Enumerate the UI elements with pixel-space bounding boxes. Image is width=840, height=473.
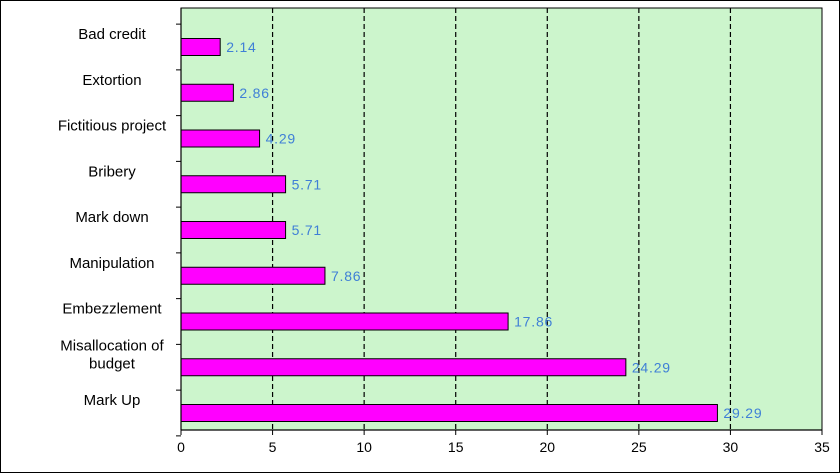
axes xyxy=(176,8,823,437)
value-label-fictitious-project: 4.29 xyxy=(266,131,296,147)
x-tick-label: 15 xyxy=(448,439,464,455)
value-label-bad-credit: 2.14 xyxy=(226,39,256,55)
bar-misallocation-of-budget xyxy=(180,358,627,377)
labels: 0 5 10 15 20 25 30 35 Bad credit Extortion Fictiti… xyxy=(58,26,830,455)
bar-mark-down xyxy=(180,221,287,239)
x-tick-label: 20 xyxy=(539,439,555,455)
category-label-misallocation-of-budget: Misallocation of xyxy=(60,337,164,354)
category-label-embezzlement: Embezzlement xyxy=(62,301,162,318)
category-label-bribery: Bribery xyxy=(88,163,136,180)
bar-manipulation xyxy=(180,266,326,285)
value-label-embezzlement: 17.86 xyxy=(514,314,553,330)
bar-bribery xyxy=(180,175,287,194)
bar-fictitious-project xyxy=(180,129,261,148)
category-label-mark-down: Mark down xyxy=(75,209,148,226)
bar-mark-up xyxy=(180,404,718,422)
category-label-mark-up: Mark Up xyxy=(84,392,141,409)
value-label-bribery: 5.71 xyxy=(292,176,322,192)
bar-embezzlement xyxy=(180,312,509,331)
category-label-manipulation: Manipulation xyxy=(69,255,154,272)
category-label-bad-credit: Bad credit xyxy=(78,26,146,43)
bars xyxy=(180,38,718,422)
category-label-extortion: Extortion xyxy=(82,72,141,89)
x-tick-label: 10 xyxy=(356,439,372,455)
category-label-misallocation-of-budget: budget xyxy=(89,355,136,372)
value-label-mark-down: 5.71 xyxy=(292,222,322,238)
x-tick-label: 35 xyxy=(814,439,830,455)
value-label-misallocation-of-budget: 24.29 xyxy=(632,359,671,375)
value-label-mark-up: 29.29 xyxy=(723,405,762,421)
category-label-fictitious-project: Fictitious project xyxy=(58,118,167,135)
value-label-manipulation: 7.86 xyxy=(331,268,361,284)
value-label-extortion: 2.86 xyxy=(239,85,269,101)
bar-bad-credit xyxy=(180,38,221,56)
x-tick-label: 0 xyxy=(177,439,185,455)
x-tick-label: 25 xyxy=(631,439,647,455)
x-tick-label: 5 xyxy=(269,439,277,455)
x-tick-label: 30 xyxy=(723,439,739,455)
gridlines xyxy=(271,8,732,430)
bar-extortion xyxy=(180,83,234,102)
